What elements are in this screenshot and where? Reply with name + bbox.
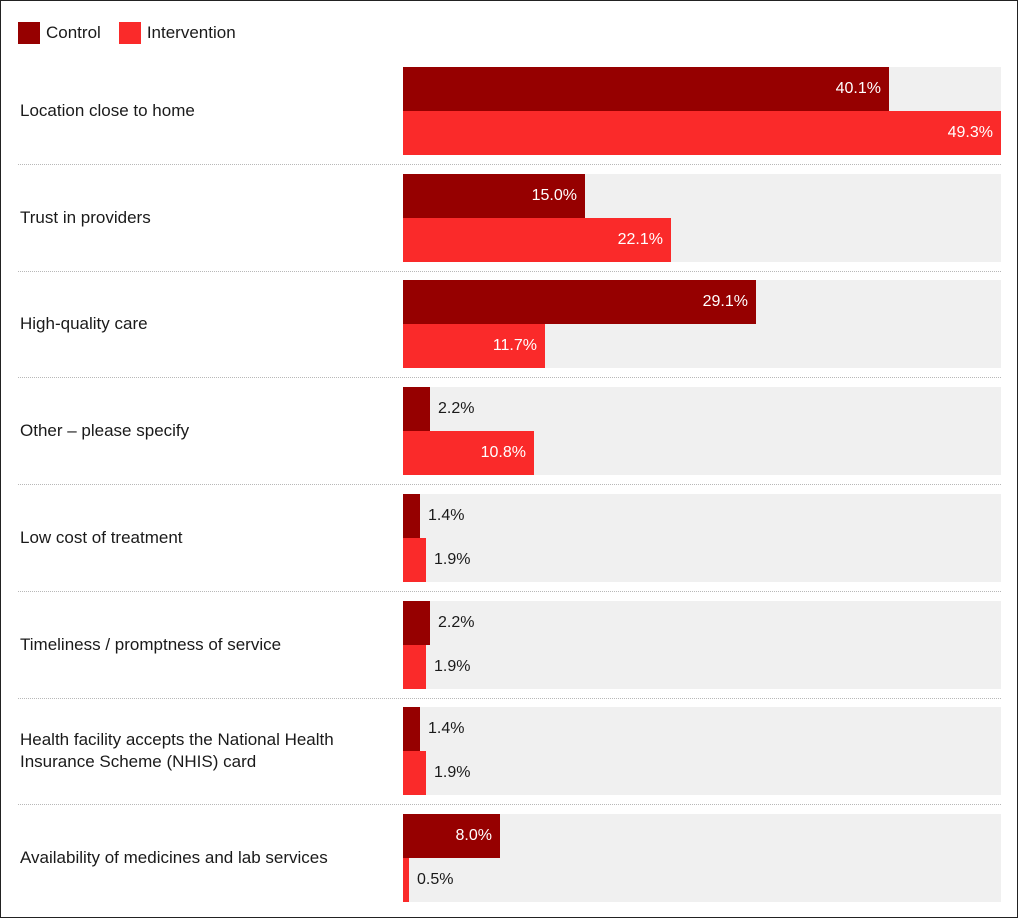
bar-intervention <box>403 538 426 582</box>
bar-track: 1.4% 1.9% <box>403 707 1001 795</box>
chart-row: Location close to home 40.1% 49.3% <box>1 67 1017 174</box>
data-label-intervention: 1.9% <box>434 658 471 675</box>
category-label: Location close to home <box>20 101 195 120</box>
data-label-intervention: 1.9% <box>434 551 471 568</box>
row-divider <box>18 377 1001 378</box>
data-label-control: 2.2% <box>438 400 475 417</box>
bar-intervention <box>403 111 1001 155</box>
data-label-intervention: 1.9% <box>434 764 471 781</box>
bar-intervention <box>403 218 671 262</box>
data-label-intervention: 22.1% <box>617 231 663 248</box>
bar-intervention <box>403 645 426 689</box>
bar-track: 2.2% 1.9% <box>403 601 1001 689</box>
bar-intervention <box>403 751 426 795</box>
chart-row: High-quality care 29.1% 11.7% <box>1 280 1017 387</box>
bar-control <box>403 707 420 751</box>
bar-track: 2.2% 10.8% <box>403 387 1001 475</box>
bar-intervention <box>403 324 545 368</box>
bar-track: 40.1% 49.3% <box>403 67 1001 155</box>
category-label: Other – please specify <box>20 421 190 440</box>
chart-row: Availability of medicines and lab servic… <box>1 814 1017 921</box>
category-label: Low cost of treatment <box>20 528 183 547</box>
row-divider <box>18 591 1001 592</box>
bar-control <box>403 601 430 645</box>
data-label-intervention: 49.3% <box>947 124 993 141</box>
data-label-control: 2.2% <box>438 614 475 631</box>
bar-intervention <box>403 431 534 475</box>
bar-track: 15.0% 22.1% <box>403 174 1001 262</box>
row-divider <box>18 804 1001 805</box>
bar-control <box>403 494 420 538</box>
chart-row: Timeliness / promptness of service 2.2% 1.… <box>1 601 1017 708</box>
bar-control <box>403 67 889 111</box>
legend-item-control: Control <box>18 22 101 44</box>
chart-row: Low cost of treatment 1.4% 1.9% <box>1 494 1017 601</box>
bar-track: 8.0% 0.5% <box>403 814 1001 902</box>
data-label-control: 40.1% <box>835 80 881 97</box>
row-divider <box>18 271 1001 272</box>
row-divider <box>18 698 1001 699</box>
legend-item-intervention: Intervention <box>118 22 236 44</box>
legend-swatch-control <box>18 22 40 44</box>
data-label-control: 8.0% <box>455 827 492 844</box>
bar-track: 29.1% 11.7% <box>403 280 1001 368</box>
data-label-control: 29.1% <box>702 293 748 310</box>
legend-label-control: Control <box>46 23 101 42</box>
data-label-control: 1.4% <box>428 507 465 524</box>
category-label: Timeliness / promptness of service <box>20 635 282 654</box>
legend-label-intervention: Intervention <box>146 23 236 42</box>
row-divider <box>18 164 1001 165</box>
bar-control <box>403 280 756 324</box>
data-label-intervention: 0.5% <box>417 871 454 888</box>
bar-control <box>403 387 430 431</box>
bar-intervention <box>403 858 409 902</box>
bar-control <box>403 174 585 218</box>
data-label-intervention: 10.8% <box>480 444 526 461</box>
data-label-control: 15.0% <box>531 187 577 204</box>
chart-row: Health facility accepts the National Hea… <box>1 707 1017 814</box>
category-label: Availability of medicines and lab servic… <box>20 848 328 867</box>
chart-row: Trust in providers 15.0% 22.1% <box>1 174 1017 281</box>
legend-swatch-intervention <box>118 22 141 44</box>
data-label-intervention: 11.7% <box>492 337 537 354</box>
category-label: High-quality care <box>20 314 148 333</box>
bar-control <box>403 814 500 858</box>
data-label-control: 1.4% <box>428 720 465 737</box>
bar-track: 1.4% 1.9% <box>403 494 1001 582</box>
row-divider <box>18 484 1001 485</box>
chart-legend: Control Intervention <box>18 22 254 44</box>
chart-row: Other – please specify 2.2% 10.8% <box>1 387 1017 494</box>
category-label: Trust in providers <box>20 208 151 227</box>
category-label: Health facility accepts the National Hea… <box>20 730 334 771</box>
